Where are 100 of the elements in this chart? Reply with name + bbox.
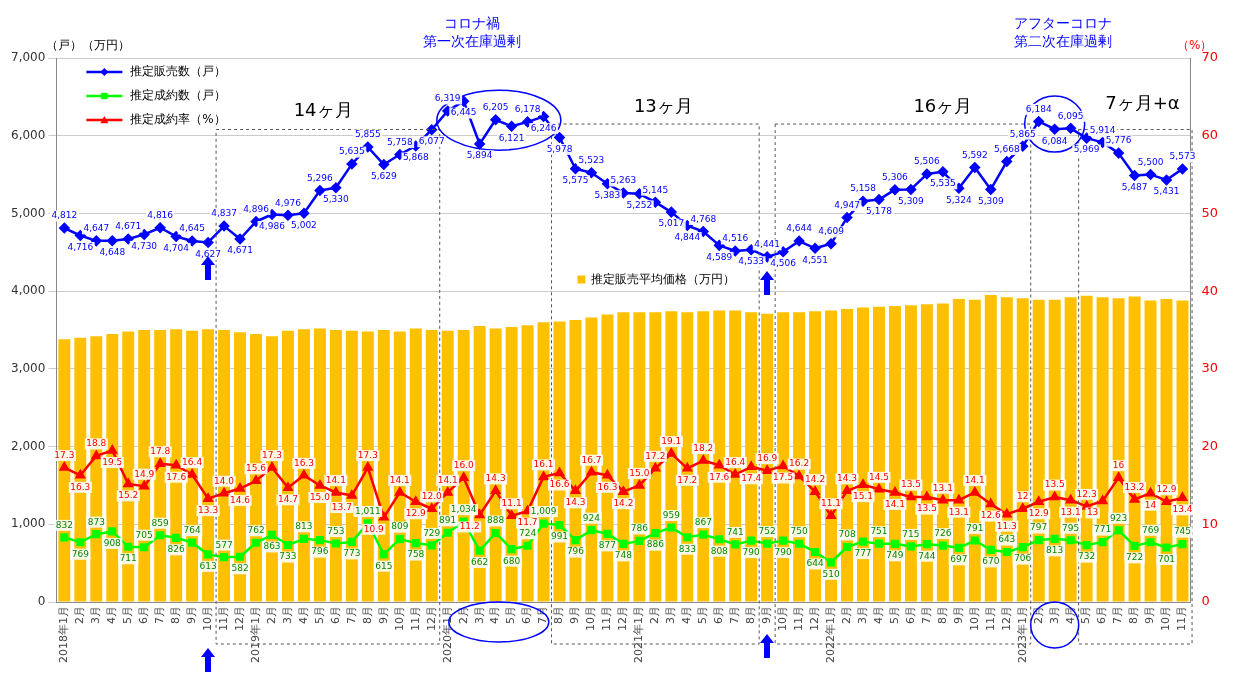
y-tick-label: 3,000 bbox=[10, 360, 46, 375]
x-tick-label: 6月 bbox=[1095, 606, 1109, 625]
data-label: 16.9 bbox=[757, 453, 778, 464]
y2-axis-title: （%） bbox=[1177, 38, 1213, 53]
data-label: 5,309 bbox=[898, 195, 925, 206]
data-label: 18.8 bbox=[86, 438, 107, 449]
data-label: 644 bbox=[806, 558, 824, 569]
x-tick-label: 6月 bbox=[328, 606, 342, 625]
data-label: 5,592 bbox=[961, 149, 988, 160]
x-tick-label: 9月 bbox=[1143, 606, 1157, 625]
data-label: 886 bbox=[646, 539, 665, 550]
data-label: 813 bbox=[1046, 545, 1064, 556]
data-label: 826 bbox=[167, 544, 186, 555]
x-tick-label: 7月 bbox=[344, 606, 358, 625]
data-label: 5,865 bbox=[1009, 128, 1036, 139]
x-tick-label: 4月 bbox=[105, 606, 119, 625]
x-tick-label: 3月 bbox=[1047, 606, 1061, 625]
y-tick-label: 4,000 bbox=[10, 283, 46, 298]
data-label: 17.6 bbox=[709, 471, 730, 482]
y-axis-title: （戸）（万円） bbox=[46, 38, 131, 53]
data-label: 797 bbox=[1030, 522, 1048, 533]
legend-label: 推定販売平均価格（万円） bbox=[591, 271, 736, 286]
data-label: 5,969 bbox=[1073, 144, 1100, 155]
data-label: 11.3 bbox=[996, 520, 1017, 531]
data-label: 809 bbox=[391, 521, 409, 532]
data-label: 5,914 bbox=[1089, 124, 1116, 135]
x-tick-label: 11月 bbox=[983, 606, 997, 632]
x-tick-label: 7月 bbox=[728, 606, 742, 625]
data-label: 5,506 bbox=[914, 156, 941, 167]
data-label: 10.9 bbox=[363, 523, 385, 534]
y-tick-label: 6,000 bbox=[10, 127, 46, 142]
data-label: 16.4 bbox=[182, 456, 203, 467]
data-label: 769 bbox=[1141, 524, 1160, 535]
data-label: 5,330 bbox=[323, 194, 350, 205]
data-label: 16.6 bbox=[549, 479, 570, 490]
data-label: 577 bbox=[215, 539, 233, 550]
data-label: 758 bbox=[407, 549, 425, 560]
data-label: 643 bbox=[998, 534, 1016, 545]
data-label: 4,551 bbox=[802, 254, 828, 265]
x-tick-label: 5月 bbox=[312, 606, 326, 625]
data-label: 14.6 bbox=[230, 494, 251, 505]
legend-label: 推定販売数（戸） bbox=[130, 64, 227, 79]
data-label: 764 bbox=[183, 524, 201, 535]
x-tick-label: 9月 bbox=[376, 606, 390, 625]
x-tick-label: 6月 bbox=[520, 606, 534, 625]
data-label: 16 bbox=[1112, 460, 1125, 471]
data-label: 5,894 bbox=[466, 150, 493, 161]
data-label: 14.3 bbox=[837, 473, 858, 484]
bar bbox=[1112, 298, 1125, 602]
x-tick-label: 2月 bbox=[73, 606, 87, 625]
x-tick-label: 11月 bbox=[216, 606, 230, 632]
text: コロナ禍 bbox=[443, 15, 500, 31]
data-label: 773 bbox=[343, 548, 361, 559]
data-label: 796 bbox=[566, 546, 585, 557]
x-tick-label: 12月 bbox=[232, 606, 246, 632]
x-tick-label: 9月 bbox=[568, 606, 582, 625]
data-label: 813 bbox=[295, 521, 313, 532]
data-label: 1,009 bbox=[530, 505, 557, 516]
data-label: 701 bbox=[1157, 553, 1176, 564]
x-tick-label: 5月 bbox=[887, 606, 901, 625]
data-label: 4,730 bbox=[131, 240, 158, 251]
data-label: 14.1 bbox=[325, 474, 346, 485]
x-tick-label: 9月 bbox=[760, 606, 774, 625]
x-tick-label: 12月 bbox=[424, 606, 438, 632]
data-label: 5,002 bbox=[291, 219, 317, 230]
data-label: 711 bbox=[119, 553, 137, 564]
x-tick-label: 3月 bbox=[280, 606, 294, 625]
data-label: 867 bbox=[694, 516, 712, 527]
x-tick-label: 10月 bbox=[200, 606, 214, 632]
data-label: 5,500 bbox=[1137, 156, 1164, 167]
data-label: 13.2 bbox=[1124, 481, 1145, 492]
data-label: 749 bbox=[886, 550, 904, 561]
x-tick-label: 5月 bbox=[504, 606, 518, 625]
data-label: 17.2 bbox=[677, 474, 698, 485]
data-label: 15.2 bbox=[118, 490, 139, 501]
data-label: 4,976 bbox=[275, 197, 302, 208]
x-tick-label: 11月 bbox=[600, 606, 614, 632]
data-label: 5,776 bbox=[1105, 135, 1132, 146]
x-tick-label: 4月 bbox=[871, 606, 885, 625]
data-label: 891 bbox=[439, 515, 457, 526]
x-tick-label: 12月 bbox=[999, 606, 1013, 632]
data-label: 14.0 bbox=[214, 475, 235, 486]
data-label: 17.3 bbox=[261, 449, 283, 460]
data-label: 510 bbox=[822, 568, 840, 579]
data-label: 786 bbox=[630, 523, 649, 534]
data-label: 11.7 bbox=[517, 517, 538, 528]
data-label: 748 bbox=[614, 550, 633, 561]
data-label: 19.5 bbox=[102, 456, 123, 467]
y-tick-label: 5,000 bbox=[10, 205, 46, 220]
data-label: 13.7 bbox=[331, 501, 352, 512]
data-label: 1,034 bbox=[450, 503, 477, 514]
data-label: 4,648 bbox=[99, 247, 126, 258]
data-label: 4,896 bbox=[243, 203, 270, 214]
data-label: 17.8 bbox=[150, 446, 171, 457]
data-label: 697 bbox=[950, 554, 968, 565]
data-label: 732 bbox=[1078, 551, 1096, 562]
x-tick-label: 2018年1月 bbox=[57, 606, 71, 664]
data-label: 14 bbox=[1144, 499, 1157, 510]
data-label: 12.9 bbox=[405, 508, 427, 519]
x-tick-label: 11月 bbox=[1175, 606, 1189, 632]
